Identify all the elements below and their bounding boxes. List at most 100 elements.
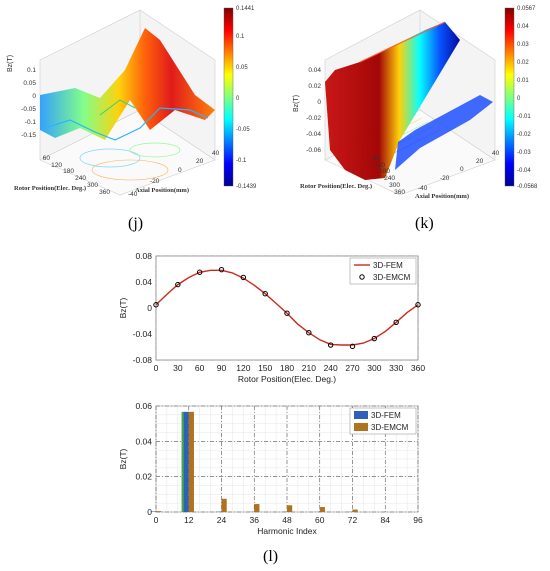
data-point-3d-emcm xyxy=(306,330,312,336)
x-axis-label: Harmonic Index xyxy=(257,526,317,536)
data-point-3d-emcm xyxy=(393,319,399,326)
legend-label: 3D-FEM xyxy=(371,411,401,420)
bar-chart-axes: 0 12 24 36 48 60 72 84 96 0.06 0.04 0.02 0 Harmonic I… xyxy=(118,401,423,536)
x-tick-label: 96 xyxy=(413,515,423,525)
x-tick-label: 120 xyxy=(236,363,250,373)
surface-j-axial-tick: 40 xyxy=(212,150,220,157)
surface-j-axial-tick: 0 xyxy=(178,167,182,174)
x-tick-label: 360 xyxy=(411,363,425,373)
surface-j-rotor-tick: 240 xyxy=(75,175,86,182)
surface-k-rotor-tick: 360 xyxy=(394,189,405,196)
bar-3d-emcm xyxy=(254,504,260,512)
surface-j-zlabel: Bz(T) xyxy=(7,55,14,72)
x-tick-label: 36 xyxy=(250,515,260,525)
x-tick-label: 90 xyxy=(217,363,227,373)
line-chart-legend: 3D-FEM 3D-EMCM xyxy=(349,257,417,285)
surface-j-rotor-tick: 180 xyxy=(63,168,74,175)
surface-k-colorbar-tick: -0.0568 xyxy=(517,184,538,190)
x-tick-label: 150 xyxy=(258,363,272,373)
bar-chart-bars xyxy=(150,411,358,512)
bar-3d-fem xyxy=(183,411,189,512)
data-point-3d-emcm xyxy=(349,343,356,350)
y-tick-label: 0.06 xyxy=(135,401,152,411)
data-point-3d-emcm xyxy=(415,302,421,308)
legend-label: 3D-EMCM xyxy=(371,423,409,432)
surface-k-z-ticks: 0.04 0.02 0 -0.02 -0.04 -0.06 xyxy=(306,67,321,154)
surface-k-colorbar-tick: 0 xyxy=(517,96,521,102)
bar-3d-emcm xyxy=(156,511,162,512)
y-tick-label: 0 xyxy=(147,303,152,313)
bar-3d-fem xyxy=(150,511,156,512)
surface-j-z-tick: 0 xyxy=(32,93,36,100)
surface-j-z-tick: 0.05 xyxy=(23,80,36,87)
surface-k-colorbar-tick: -0.02 xyxy=(517,132,531,138)
x-tick-label: 48 xyxy=(282,515,292,525)
bar-chart: 0 12 24 36 48 60 72 84 96 0.06 0.04 0.02 0 Harmonic I… xyxy=(118,401,423,536)
x-tick-label: 60 xyxy=(315,515,325,525)
data-point-3d-emcm xyxy=(196,269,203,275)
y-axis-label: Bz(T) xyxy=(118,297,128,318)
x-tick-label: 210 xyxy=(302,363,316,373)
surface-j-axial-tick: -40 xyxy=(128,191,138,198)
legend-box xyxy=(349,257,417,285)
surface-j-z-tick: -0.15 xyxy=(21,132,36,139)
data-point-3d-emcm xyxy=(240,274,247,281)
surface-k-z-tick: -0.04 xyxy=(306,131,321,138)
surface-j-colorbar-tick: 0.1 xyxy=(236,34,245,40)
surface-k-mesh xyxy=(325,22,460,180)
surface-k-rotor-tick: 60 xyxy=(373,155,381,162)
series-line-3d-fem xyxy=(155,269,419,346)
legend-swatch xyxy=(359,274,365,280)
surface-k-zlabel: Bz(T) xyxy=(293,95,300,112)
data-point-3d-emcm xyxy=(175,281,181,288)
surface-j-rotor-tick: 120 xyxy=(51,162,62,169)
x-tick-label: 300 xyxy=(367,363,381,373)
x-tick-label: 0 xyxy=(154,515,159,525)
y-tick-label: 0.04 xyxy=(135,436,152,446)
surface-k-axial-ticks: 40 20 0 -20 -40 xyxy=(418,150,500,192)
surface-j-z-tick: -0.1 xyxy=(25,119,37,126)
surface-j-colorbar-tick: 0.1441 xyxy=(236,6,255,12)
surface-j-axial-tick: -20 xyxy=(150,178,160,185)
bar-edge-accent xyxy=(181,411,184,512)
line-chart-series xyxy=(153,266,421,350)
surface-k-colorbar-tick: -0.01 xyxy=(517,114,531,120)
surface-j-z-tick: 0.1 xyxy=(27,67,36,74)
surface-plots: 0.1 0.05 0 -0.05 -0.1 -0.15 Bz(T) 60 120… xyxy=(7,6,538,200)
legend-label: 3D-EMCM xyxy=(373,273,411,282)
surface-k-colorbar-tick: -0.03 xyxy=(517,150,531,156)
bar-3d-emcm xyxy=(188,411,194,512)
surface-k-axial-tick: 0 xyxy=(460,166,464,173)
surface-k-rotor-tick: 240 xyxy=(384,175,395,182)
surface-k-colorbar-tick: 0.01 xyxy=(517,78,529,84)
surface-k-axial-label: Axial Position(mm) xyxy=(415,193,469,200)
surface-k-colorbar-ticks: 0.0567 0.04 0.03 0.02 0.01 0 -0.01 -0.02… xyxy=(517,6,538,190)
y-tick-label: 0.08 xyxy=(135,251,152,261)
surface-k-z-tick: 0.02 xyxy=(308,83,321,90)
surface-k-z-tick: 0 xyxy=(317,99,321,106)
surface-j-z-ticks: 0.1 0.05 0 -0.05 -0.1 -0.15 xyxy=(21,67,36,139)
data-point-3d-emcm xyxy=(153,302,159,308)
surface-j-rotor-tick: 360 xyxy=(99,189,110,196)
surface-j-colorbar-tick: 0 xyxy=(236,96,240,102)
line-chart: 0 30 60 90 120 150 180 210 240 270 300 330 360 0.08 0.… xyxy=(118,251,425,384)
x-tick-label: 60 xyxy=(195,363,205,373)
surface-k-axial-tick: 40 xyxy=(492,150,500,157)
surface-j-colorbar-tick: 0.05 xyxy=(236,65,248,71)
surface-j-axial-ticks: 40 20 0 -20 -40 xyxy=(128,150,220,198)
surface-k-z-tick: -0.06 xyxy=(306,147,321,154)
x-tick-label: 72 xyxy=(348,515,358,525)
x-tick-label: 270 xyxy=(345,363,359,373)
x-tick-label: 0 xyxy=(154,363,159,373)
surface-k-colorbar xyxy=(504,7,515,187)
y-tick-label: -0.08 xyxy=(133,355,153,365)
bar-3d-emcm xyxy=(287,505,293,512)
surface-j-colorbar-tick: -0.1 xyxy=(236,158,247,164)
panel-label-j: (j) xyxy=(128,215,144,232)
x-tick-label: 330 xyxy=(389,363,403,373)
y-axis-label: Bz(T) xyxy=(118,448,128,469)
data-point-3d-emcm xyxy=(262,291,268,297)
surface-j-rotor-label: Rotor Position(Elec. Deg.) xyxy=(14,185,86,192)
surface-k-rotor-tick: 120 xyxy=(374,162,385,169)
surface-k-axial-tick: -40 xyxy=(418,185,428,192)
